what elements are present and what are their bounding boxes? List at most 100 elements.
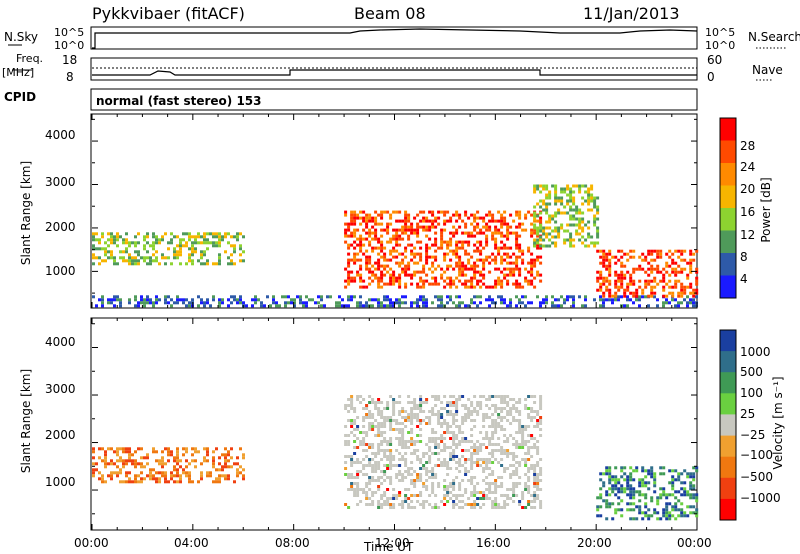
data-cell: [206, 471, 209, 475]
data-cell: [608, 249, 612, 253]
data-cell: [461, 449, 465, 452]
data-cell: [671, 475, 675, 479]
data-cell: [458, 267, 462, 271]
data-cell: [431, 213, 435, 217]
data-cell: [356, 398, 360, 401]
data-cell: [401, 258, 405, 262]
data-cell: [452, 452, 456, 455]
data-cell: [521, 428, 525, 431]
data-cell: [689, 249, 693, 253]
data-cell: [539, 261, 543, 265]
data-cell: [692, 298, 695, 302]
data-cell: [671, 514, 675, 518]
data-cell: [428, 225, 432, 229]
data-cell: [470, 446, 474, 449]
data-cell: [680, 252, 684, 256]
data-cell: [488, 482, 492, 485]
data-cell: [386, 240, 390, 244]
data-cell: [434, 282, 438, 286]
data-cell: [395, 476, 399, 479]
data-cell: [383, 304, 386, 308]
data-cell: [398, 210, 402, 214]
data-cell: [347, 455, 351, 458]
data-cell: [674, 502, 678, 506]
data-cell: [602, 472, 606, 476]
data-cell: [404, 470, 408, 473]
data-cell: [101, 474, 104, 478]
data-cell: [473, 488, 477, 491]
data-cell: [566, 193, 570, 197]
data-cell: [503, 258, 507, 262]
data-cell: [689, 475, 693, 479]
data-cell: [398, 395, 402, 398]
data-cell: [683, 298, 686, 302]
data-cell: [533, 238, 537, 242]
data-cell: [398, 301, 401, 305]
data-cell: [650, 279, 654, 283]
data-cell: [533, 446, 537, 449]
data-cell: [386, 295, 389, 299]
data-cell: [350, 219, 354, 223]
data-cell: [134, 259, 137, 263]
data-cell: [638, 478, 642, 482]
data-cell: [380, 301, 383, 305]
data-cell: [533, 226, 537, 230]
tick-layer: [91, 114, 698, 530]
data-cell: [632, 282, 636, 286]
data-cell: [668, 291, 672, 295]
data-cell: [464, 407, 468, 410]
data-cell: [485, 437, 489, 440]
data-cell: [608, 478, 612, 482]
data-cell: [452, 249, 456, 253]
data-cell: [152, 447, 155, 451]
data-cell: [536, 243, 540, 247]
data-cell: [383, 228, 387, 232]
data-cell: [509, 255, 513, 259]
data-cell: [566, 229, 570, 233]
data-cell: [545, 208, 549, 212]
data-cell: [302, 304, 305, 308]
data-cell: [422, 304, 425, 308]
data-cell: [629, 279, 633, 283]
data-cell: [497, 249, 501, 253]
data-cell: [539, 479, 543, 482]
data-cell: [155, 477, 158, 481]
vel-ytick-2000: 2000: [45, 428, 76, 442]
data-cell: [407, 446, 411, 449]
data-cell: [644, 285, 648, 289]
data-cell: [386, 222, 390, 226]
data-cell: [461, 479, 465, 482]
data-cell: [530, 500, 534, 503]
pcb-tick-20: 20: [740, 182, 756, 196]
data-cell: [467, 252, 471, 256]
data-cell: [665, 493, 669, 497]
data-cell: [671, 294, 675, 298]
data-cell: [617, 273, 621, 277]
data-cell: [452, 401, 456, 404]
data-cell: [476, 249, 480, 253]
data-cell: [530, 437, 534, 440]
data-cell: [416, 473, 420, 476]
data-cell: [683, 493, 687, 497]
data-cell: [452, 301, 455, 305]
data-cell: [593, 244, 597, 248]
data-cell: [404, 282, 408, 286]
data-cell: [122, 450, 125, 454]
data-cell: [473, 285, 477, 289]
data-cell: [500, 398, 504, 401]
data-cell: [503, 219, 507, 223]
data-cell: [467, 497, 471, 500]
data-cell: [380, 234, 384, 238]
data-cell: [527, 491, 531, 494]
data-cell: [359, 273, 363, 277]
data-cell: [668, 249, 672, 253]
data-cell: [374, 491, 378, 494]
data-cell: [152, 235, 155, 239]
data-cell: [497, 395, 501, 398]
data-cell: [137, 259, 140, 263]
data-cell: [347, 252, 351, 256]
data-cell: [431, 485, 435, 488]
data-cell: [428, 503, 432, 506]
data-cell: [470, 455, 474, 458]
